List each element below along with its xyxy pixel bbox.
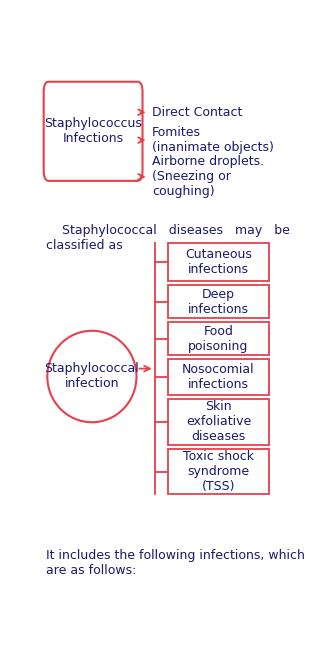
Text: Toxic shock
syndrome
(TSS): Toxic shock syndrome (TSS) xyxy=(183,450,254,493)
Text: Deep
infections: Deep infections xyxy=(188,288,249,315)
FancyBboxPatch shape xyxy=(44,82,142,181)
Text: Direct Contact: Direct Contact xyxy=(152,106,243,119)
Text: Staphylococcus
Infections: Staphylococcus Infections xyxy=(44,117,142,145)
Ellipse shape xyxy=(47,331,137,422)
FancyBboxPatch shape xyxy=(168,243,269,281)
Text: It includes the following infections, which
are as follows:: It includes the following infections, wh… xyxy=(46,549,305,578)
Text: Fomites
(inanimate objects): Fomites (inanimate objects) xyxy=(152,126,274,154)
FancyBboxPatch shape xyxy=(168,449,269,494)
FancyBboxPatch shape xyxy=(168,359,269,395)
FancyBboxPatch shape xyxy=(168,285,269,318)
Text: Airborne droplets.
(Sneezing or
coughing): Airborne droplets. (Sneezing or coughing… xyxy=(152,155,264,198)
Text: Nosocomial
infections: Nosocomial infections xyxy=(182,363,255,391)
Text: Staphylococcal
infection: Staphylococcal infection xyxy=(44,362,139,391)
Text: Staphylococcal   diseases   may   be
classified as: Staphylococcal diseases may be classifie… xyxy=(46,224,290,252)
Text: Skin
exfoliative
diseases: Skin exfoliative diseases xyxy=(186,400,251,444)
FancyBboxPatch shape xyxy=(168,399,269,445)
FancyBboxPatch shape xyxy=(168,322,269,355)
Text: Cutaneous
infections: Cutaneous infections xyxy=(185,248,252,276)
Text: Food
poisoning: Food poisoning xyxy=(188,325,248,352)
